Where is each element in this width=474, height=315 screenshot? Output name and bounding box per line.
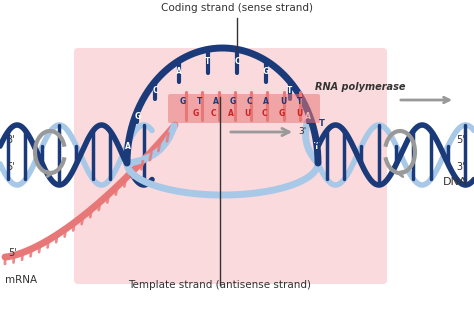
Text: A: A — [228, 108, 233, 117]
Text: A: A — [125, 142, 131, 152]
Text: T: T — [287, 86, 293, 95]
Text: DNA: DNA — [443, 177, 467, 187]
Text: C: C — [152, 86, 158, 95]
Text: C: C — [247, 96, 253, 106]
Text: A: A — [213, 96, 219, 106]
Text: 5': 5' — [6, 162, 15, 172]
Text: 3': 3' — [456, 162, 465, 172]
Text: 5': 5' — [8, 248, 17, 258]
Text: G: G — [180, 96, 186, 106]
FancyBboxPatch shape — [168, 94, 320, 123]
Text: G: G — [193, 108, 199, 117]
Text: 3': 3' — [6, 135, 15, 145]
Text: U: U — [245, 108, 251, 117]
Text: C: C — [235, 57, 240, 66]
FancyBboxPatch shape — [74, 48, 387, 284]
Text: T: T — [197, 96, 202, 106]
Text: G: G — [230, 96, 236, 106]
Text: G: G — [279, 108, 285, 117]
Text: Coding strand (sense strand): Coding strand (sense strand) — [161, 3, 313, 13]
Text: U: U — [280, 96, 286, 106]
Text: C: C — [210, 108, 216, 117]
Text: mRNA: mRNA — [5, 275, 37, 285]
Text: Template strand (antisense strand): Template strand (antisense strand) — [128, 280, 311, 290]
Text: U: U — [296, 108, 302, 117]
Text: RNA polymerase: RNA polymerase — [315, 82, 405, 92]
Text: 5': 5' — [456, 135, 465, 145]
Text: G: G — [263, 67, 269, 76]
Text: A: A — [305, 112, 310, 121]
Text: C: C — [262, 108, 268, 117]
Text: A: A — [176, 67, 182, 76]
Text: T: T — [319, 118, 325, 128]
Text: 3': 3' — [298, 128, 306, 136]
Text: A: A — [264, 96, 269, 106]
Text: T: T — [205, 57, 210, 66]
Text: A: A — [314, 139, 320, 147]
Text: T: T — [297, 96, 302, 106]
Text: G: G — [134, 112, 140, 121]
Text: T: T — [314, 142, 319, 152]
